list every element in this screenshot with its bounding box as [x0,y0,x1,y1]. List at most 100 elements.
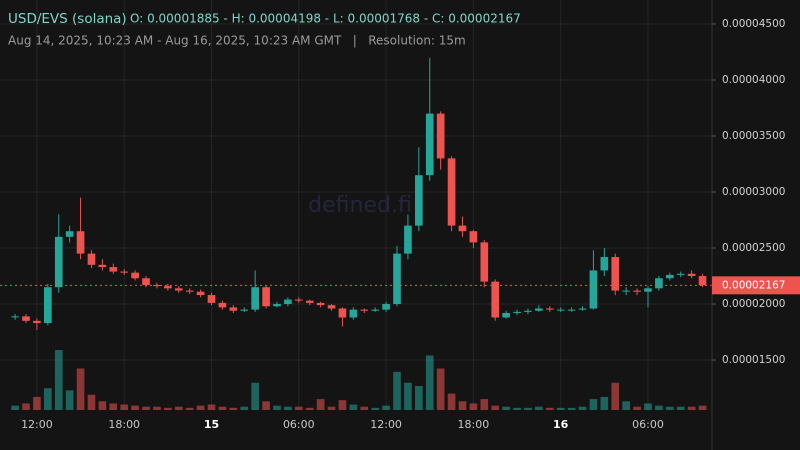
candle-body [676,273,685,275]
candle-body [22,316,30,321]
volume-bar [633,406,641,410]
volume-bar [218,406,227,410]
candle-body [404,225,412,254]
volume-bar [229,407,238,410]
candle-body [174,288,183,291]
volume-bar [87,394,96,410]
volume-bar [545,407,554,410]
axes: 0.00001500 0.00002000 0.00002500 0.00003000… [21,18,800,431]
candle-body [458,225,467,232]
candle-body [665,274,674,279]
candle-body [44,287,52,324]
volume-bar [393,371,401,410]
candle-body [469,231,478,243]
x-tick-label: 16 [553,418,569,431]
candle-body [131,272,139,279]
candle-body [262,287,270,307]
volume-bar [284,406,292,410]
volume-bar [207,404,216,410]
volume-bar [436,368,445,410]
volume-bar [524,407,532,410]
candle-body [545,308,554,310]
candle-body [589,270,598,309]
candle-body [76,231,85,254]
candle-body [382,304,390,310]
candle-body [600,256,609,271]
volume-bar [382,405,390,410]
candle-body [556,309,565,311]
volume-bar [676,406,685,410]
candle-body [622,290,630,292]
candle-body [196,291,205,296]
candle-body [229,307,238,311]
candle-body [338,308,347,318]
volume-bar [600,396,609,410]
x-tick-label: 06:00 [632,418,664,431]
volume-bar [469,403,478,410]
candle-body [87,253,96,265]
candle-body [567,309,576,311]
volume-bar [480,399,489,410]
volume-bar [65,390,74,410]
candle-body [687,273,696,277]
volume-bar [251,382,259,410]
volume-bar [644,403,652,410]
candle-body [207,295,216,303]
volume-bar [305,407,314,410]
candle-body [360,309,369,311]
candle-body [251,287,259,310]
candle-body [578,308,587,310]
volume-bar [11,405,19,410]
y-tick-label: 0.00002000 [722,298,785,310]
candle-body [240,309,249,311]
grid [0,0,712,410]
y-tick-label: 0.00002500 [722,242,785,254]
x-tick-label: 18:00 [108,418,140,431]
candle-body [218,302,227,308]
candle-body [284,299,292,305]
volume-bar [54,350,63,410]
candle-body [316,302,325,306]
candle-body [480,242,489,282]
watermark: defined.fi [308,193,412,218]
candle-body [164,286,172,289]
candle-body [185,290,194,292]
volume-bar [294,406,303,410]
volume-bar [142,406,150,410]
volume-bar [360,406,369,410]
volume-bar [185,407,194,410]
volume-bar [404,382,412,410]
volume-bar [567,407,576,410]
volume-bar [687,406,696,410]
ohlc-summary: O: 0.00001885 - H: 0.00004198 - L: 0.000… [130,12,521,26]
x-tick-label: 18:00 [458,418,490,431]
x-tick-label: 12:00 [370,418,402,431]
volume-bar [76,368,85,410]
volume-bar [153,406,161,410]
volume-bar [513,407,521,410]
candle-body [513,311,521,313]
candle-body [54,236,63,288]
volume-bar [120,404,129,410]
chart-subtitle: Aug 14, 2025, 10:23 AM - Aug 16, 2025, 1… [8,34,466,48]
volume-bar [458,401,467,410]
volume-bar [502,406,510,410]
candle-body [11,316,19,318]
volume-bar [415,386,423,410]
volume-bar [578,406,587,410]
x-tick-label: 12:00 [21,418,53,431]
y-tick-label: 0.00003500 [722,130,785,142]
volume-bar [622,401,630,410]
candle-body [98,264,107,268]
volume-bar [556,407,565,410]
volume-bar [665,406,674,410]
volume-bar [316,399,325,410]
candle-body [327,305,336,309]
candle-body [305,300,314,303]
candle-body [611,256,620,291]
candle-body [425,113,434,176]
volume-bar [535,406,543,410]
chart-title: USD/EVS (solana) [8,11,127,27]
volume-bar [491,405,500,410]
